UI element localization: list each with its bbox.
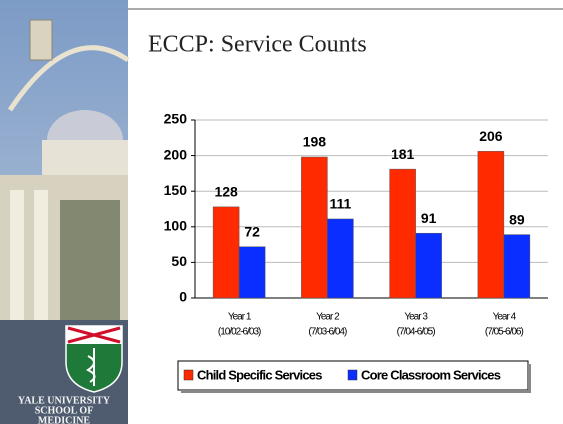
bar <box>327 218 354 299</box>
y-tick-label: 50 <box>171 253 187 269</box>
logo-text: SCHOOL OF <box>35 405 94 416</box>
legend-label: Core Classroom Services <box>361 367 501 382</box>
y-tick-label: 200 <box>164 146 188 162</box>
y-tick-label: 250 <box>164 111 188 127</box>
value-label: 72 <box>244 223 260 239</box>
value-label: 198 <box>303 134 327 150</box>
x-tick-label: (7/05-6/06) <box>485 327 524 338</box>
value-label: 128 <box>214 184 238 200</box>
chart-title: ECCP: Service Counts <box>148 32 367 58</box>
sidebar-photo <box>0 0 130 424</box>
value-label: 91 <box>421 210 437 226</box>
x-tick-label: (10/02-6/03) <box>218 327 261 338</box>
value-label: 206 <box>479 128 503 144</box>
legend-swatch <box>347 369 358 381</box>
logo-text: MEDICINE <box>38 415 91 424</box>
bar <box>415 232 442 299</box>
y-tick-label: 0 <box>179 289 187 305</box>
value-label: 89 <box>509 211 525 227</box>
bar <box>503 234 531 299</box>
x-tick-label: Year 1 <box>228 312 252 323</box>
x-tick-label: Year 2 <box>316 312 340 323</box>
legend-swatch <box>183 369 194 381</box>
legend-shadow <box>528 364 531 393</box>
logo-text: YALE UNIVERSITY <box>18 395 111 406</box>
x-tick-label: (7/04-6/05) <box>397 327 436 338</box>
legend-label: Child Specific Services <box>197 367 322 382</box>
bar <box>238 246 266 299</box>
y-tick-label: 150 <box>164 182 188 198</box>
bar <box>212 206 240 299</box>
value-label: 111 <box>329 196 351 212</box>
value-label: 181 <box>391 146 415 162</box>
legend-shadow <box>181 390 531 393</box>
bar <box>301 156 328 299</box>
bar <box>389 168 416 299</box>
x-tick-label: Year 4 <box>493 312 517 323</box>
x-tick-label: Year 3 <box>404 312 428 323</box>
bar <box>477 151 505 299</box>
x-tick-label: (7/03-6/04) <box>308 327 347 338</box>
y-tick-label: 100 <box>164 218 188 234</box>
